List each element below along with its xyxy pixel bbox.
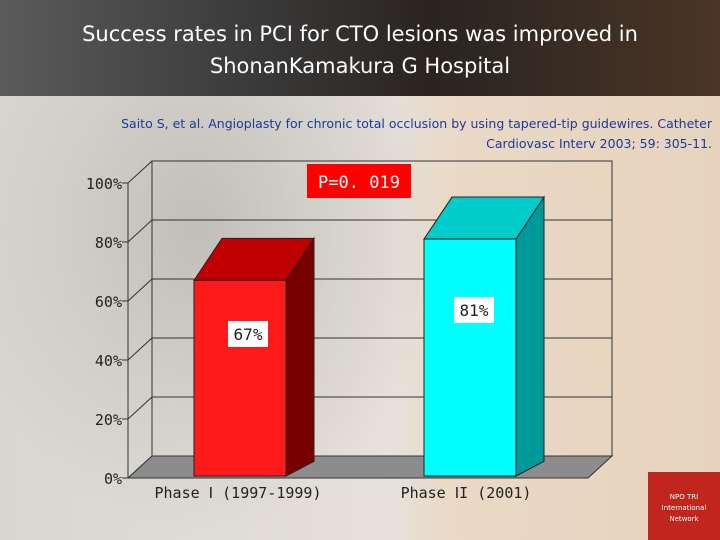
x-tick-label-1: Phase Ⅰ (1997-1999): [155, 484, 322, 502]
slide-title-line-2: ShonanKamakura G Hospital: [209, 54, 511, 78]
y-tick-label: 40%: [95, 352, 122, 370]
y-tick-label: 0%: [104, 470, 122, 488]
logo-line-1: NPO TRI: [669, 493, 699, 501]
citation: Saito S, et al. Angioplasty for chronic …: [40, 114, 712, 154]
value-label-1: 67%: [234, 325, 263, 344]
x-tick-label-2: Phase ⅠI (2001): [401, 484, 532, 502]
gridline-diagonal: [127, 396, 153, 420]
y-tick-label: 60%: [95, 293, 122, 311]
bar-2: [423, 238, 517, 477]
bar-side-2: [515, 195, 545, 477]
y-axis-ticks: 0% 20% 40% 60% 80% 100%: [86, 175, 129, 488]
x-axis-labels: Phase Ⅰ (1997-1999) Phase ⅠI (2001): [155, 484, 532, 502]
bars: [193, 195, 545, 477]
bar-1: [193, 279, 287, 477]
citation-line-2: Cardiovasc Interv 2003; 59: 305-11.: [486, 136, 712, 151]
logo-line-2: International: [661, 504, 707, 512]
value-label-box-2: [454, 297, 494, 323]
p-value-label: P=0. 019: [318, 173, 400, 193]
annotation: P=0. 019: [307, 164, 411, 198]
citation-line-1: Saito S, et al. Angioplasty for chronic …: [121, 116, 712, 131]
gridline-diagonal: [127, 219, 153, 243]
p-value-box: [307, 164, 411, 198]
y-tick-label: 80%: [95, 234, 122, 252]
gridline-diagonal: [127, 337, 153, 361]
gridline-diagonal: [127, 160, 153, 184]
value-label-box-1: [228, 321, 268, 347]
npo-tri-logo: NPO TRI International Network: [648, 472, 720, 540]
title-bar: Success rates in PCI for CTO lesions was…: [0, 0, 720, 96]
y-tick-label: 100%: [86, 175, 122, 193]
logo-line-3: Network: [669, 515, 699, 523]
slide-title-line-1: Success rates in PCI for CTO lesions was…: [82, 22, 638, 46]
gridline-diagonal: [127, 278, 153, 302]
value-labels: 67% 81%: [228, 297, 494, 347]
value-label-2: 81%: [460, 301, 489, 320]
y-tick-label: 20%: [95, 411, 122, 429]
